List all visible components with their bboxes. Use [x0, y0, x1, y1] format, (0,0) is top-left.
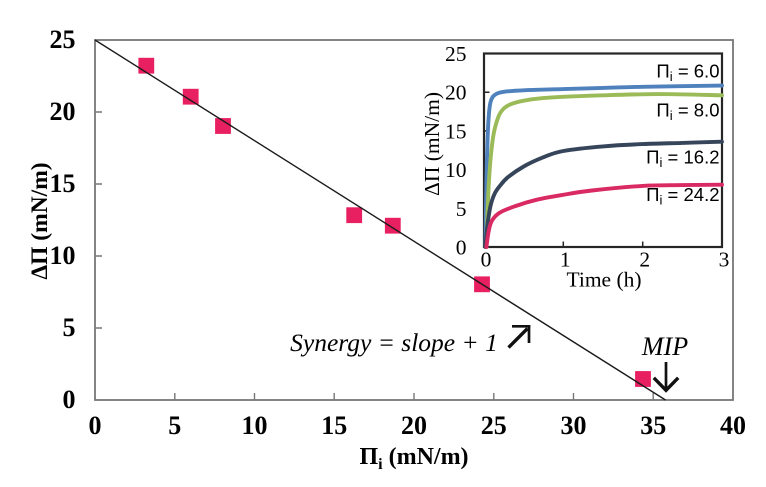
svg-text:Πi = 16.2: Πi = 16.2 — [646, 147, 719, 171]
svg-text:35: 35 — [640, 411, 666, 440]
svg-text:30: 30 — [561, 411, 587, 440]
svg-text:0: 0 — [89, 411, 102, 440]
svg-text:Time (h): Time (h) — [566, 268, 641, 292]
svg-text:MIP: MIP — [641, 332, 688, 361]
svg-text:0: 0 — [456, 236, 467, 260]
svg-text:5: 5 — [456, 197, 467, 221]
svg-text:10: 10 — [50, 241, 76, 270]
svg-text:Synergy = slope + 1: Synergy = slope + 1 — [290, 328, 498, 357]
svg-text:Πi = 6.0: Πi = 6.0 — [656, 61, 719, 85]
svg-text:3: 3 — [719, 248, 730, 272]
svg-text:15: 15 — [445, 119, 467, 143]
svg-text:0: 0 — [63, 385, 76, 414]
svg-text:Πi (mN/m): Πi (mN/m) — [359, 444, 468, 473]
svg-text:25: 25 — [50, 25, 76, 54]
svg-text:20: 20 — [50, 97, 76, 126]
svg-text:ΔΠ (mN/m): ΔΠ (mN/m) — [420, 92, 444, 196]
svg-text:15: 15 — [321, 411, 347, 440]
svg-text:Πi = 24.2: Πi = 24.2 — [646, 184, 719, 208]
svg-text:0: 0 — [481, 248, 492, 272]
svg-text:20: 20 — [401, 411, 427, 440]
svg-text:2: 2 — [639, 248, 650, 272]
svg-text:25: 25 — [481, 411, 507, 440]
svg-text:ΔΠ (mN/m): ΔΠ (mN/m) — [27, 162, 53, 279]
svg-text:25: 25 — [445, 42, 467, 66]
svg-text:1: 1 — [560, 248, 571, 272]
svg-text:20: 20 — [445, 81, 467, 105]
svg-text:5: 5 — [168, 411, 181, 440]
svg-text:Πi = 8.0: Πi = 8.0 — [656, 100, 719, 124]
svg-text:10: 10 — [445, 158, 467, 182]
svg-text:5: 5 — [63, 313, 76, 342]
svg-text:10: 10 — [242, 411, 268, 440]
svg-text:15: 15 — [50, 169, 76, 198]
svg-text:40: 40 — [720, 411, 746, 440]
